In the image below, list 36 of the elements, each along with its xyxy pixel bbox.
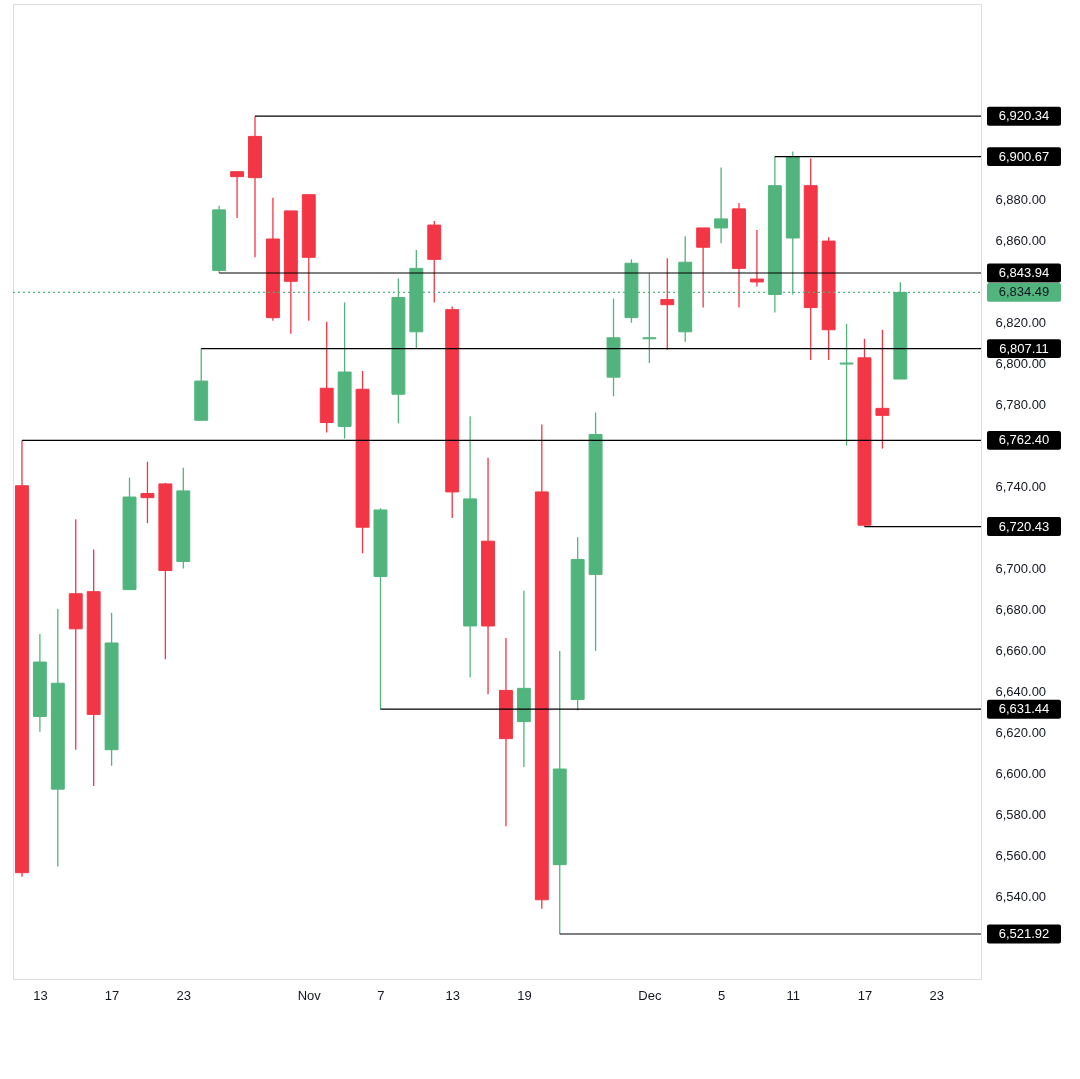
- y-tick-label: 6,620.00: [995, 725, 1047, 741]
- ref-line-label: 6,762.40: [998, 432, 1050, 448]
- ref-line-label: 6,631.44: [998, 701, 1050, 717]
- x-tick-label: 13: [445, 987, 460, 1003]
- y-tick-label: 6,600.00: [995, 766, 1047, 782]
- ref-line-label: 6,807.11: [999, 340, 1049, 356]
- y-tick-label: 6,820.00: [995, 314, 1047, 330]
- x-tick-label: 23: [929, 987, 944, 1003]
- x-tick-label: 23: [176, 987, 192, 1003]
- x-tick-label: 13: [33, 987, 48, 1003]
- x-tick-label: 19: [517, 987, 532, 1003]
- y-tick-label: 6,580.00: [995, 807, 1047, 823]
- ref-line-label: 6,834.49: [998, 284, 1050, 300]
- y-tick-label: 6,560.00: [995, 848, 1047, 864]
- y-tick-label: 6,680.00: [995, 602, 1047, 618]
- x-tick-label: 17: [857, 987, 873, 1003]
- y-tick-label: 6,780.00: [995, 396, 1047, 412]
- ref-line-label: 6,521.92: [998, 926, 1050, 942]
- ref-line-label: 6,900.67: [998, 148, 1050, 164]
- y-tick-label: 6,880.00: [995, 191, 1047, 207]
- x-tick-label: 11: [786, 987, 801, 1003]
- y-tick-label: 6,660.00: [995, 643, 1047, 659]
- ref-line-label: 6,920.34: [998, 108, 1050, 124]
- ref-line-label: 6,843.94: [998, 265, 1050, 281]
- x-tick-label: 7: [377, 987, 385, 1003]
- y-tick-label: 6,740.00: [995, 478, 1047, 494]
- x-tick-label: 5: [717, 987, 726, 1003]
- y-tick-label: 6,700.00: [995, 560, 1047, 576]
- y-tick-label: 6,640.00: [995, 684, 1047, 700]
- x-tick-label: Dec: [638, 987, 662, 1003]
- y-tick-label: 6,540.00: [995, 889, 1047, 905]
- y-tick-label: 6,800.00: [995, 355, 1047, 371]
- ref-line-label: 6,720.43: [998, 518, 1050, 534]
- x-tick-label: Nov: [297, 987, 322, 1003]
- x-tick-label: 17: [104, 987, 120, 1003]
- y-tick-label: 6,860.00: [995, 232, 1047, 248]
